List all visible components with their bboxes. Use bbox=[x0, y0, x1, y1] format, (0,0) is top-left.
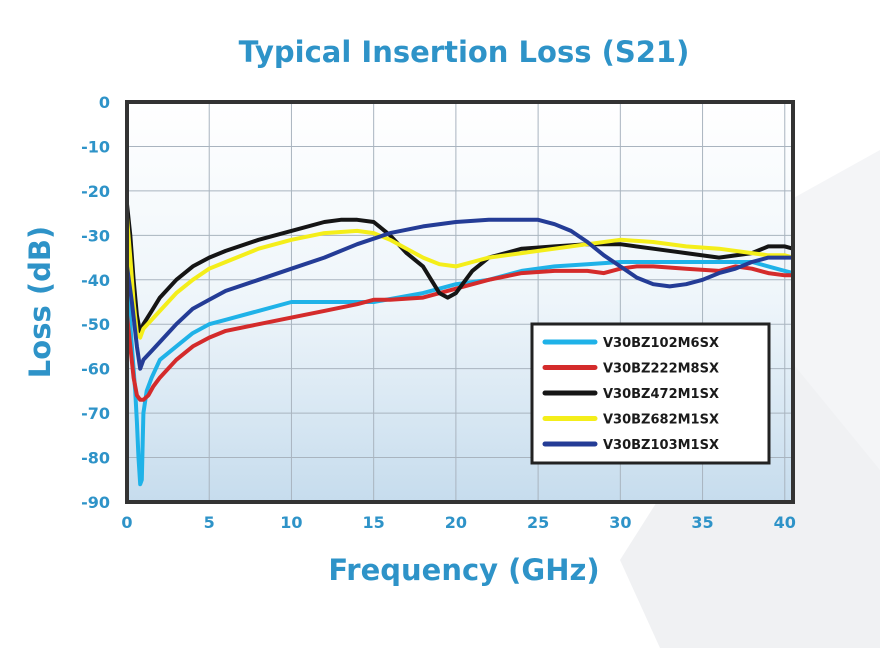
x-tick-label: 5 bbox=[204, 513, 215, 532]
y-axis-label: Loss (dB) bbox=[23, 226, 57, 378]
x-tick-label: 30 bbox=[609, 513, 631, 532]
legend-label: V30BZ102M6SX bbox=[603, 336, 719, 351]
series-line-v30bz103m1sx bbox=[127, 217, 793, 371]
series-line-v30bz102m6sx bbox=[127, 260, 793, 487]
plot-frame bbox=[125, 100, 795, 504]
y-tick-label: -40 bbox=[81, 271, 110, 290]
x-tick-label: 20 bbox=[445, 513, 467, 532]
y-tick-label: -50 bbox=[81, 315, 110, 334]
legend-label: V30BZ103M1SX bbox=[603, 438, 719, 453]
y-tick-label: -10 bbox=[81, 137, 110, 156]
x-tick-label: 35 bbox=[691, 513, 713, 532]
x-tick-label: 10 bbox=[280, 513, 302, 532]
x-tick-label: 15 bbox=[363, 513, 385, 532]
legend-label: V30BZ472M1SX bbox=[603, 387, 719, 402]
series-line-v30bz682m1sx bbox=[127, 215, 793, 340]
y-tick-label: -20 bbox=[81, 182, 110, 201]
x-tick-label: 40 bbox=[774, 513, 796, 532]
legend: V30BZ102M6SX V30BZ222M8SX V30BZ472M1SX V30B… bbox=[530, 322, 771, 465]
y-tick-labels: 0 -10 -20 -30 -40 -50 -60 -70 -80 -90 bbox=[81, 93, 110, 512]
y-tick-label: -80 bbox=[81, 449, 110, 468]
y-tick-label: 0 bbox=[99, 93, 110, 112]
legend-label: V30BZ682M1SX bbox=[603, 413, 719, 428]
x-axis-label: Frequency (GHz) bbox=[328, 553, 599, 587]
x-tick-label: 25 bbox=[527, 513, 549, 532]
y-tick-label: -70 bbox=[81, 404, 110, 423]
x-tick-labels: 0 5 10 15 20 25 30 35 40 bbox=[121, 513, 795, 532]
y-tick-label: -30 bbox=[81, 226, 110, 245]
series-lines bbox=[127, 202, 793, 487]
series-line-v30bz222m8sx bbox=[127, 264, 793, 402]
chart-title: Typical Insertion Loss (S21) bbox=[239, 35, 690, 69]
x-tick-label: 0 bbox=[121, 513, 132, 532]
y-tick-label: -90 bbox=[81, 493, 110, 512]
y-tick-label: -60 bbox=[81, 360, 110, 379]
legend-label: V30BZ222M8SX bbox=[603, 362, 719, 377]
